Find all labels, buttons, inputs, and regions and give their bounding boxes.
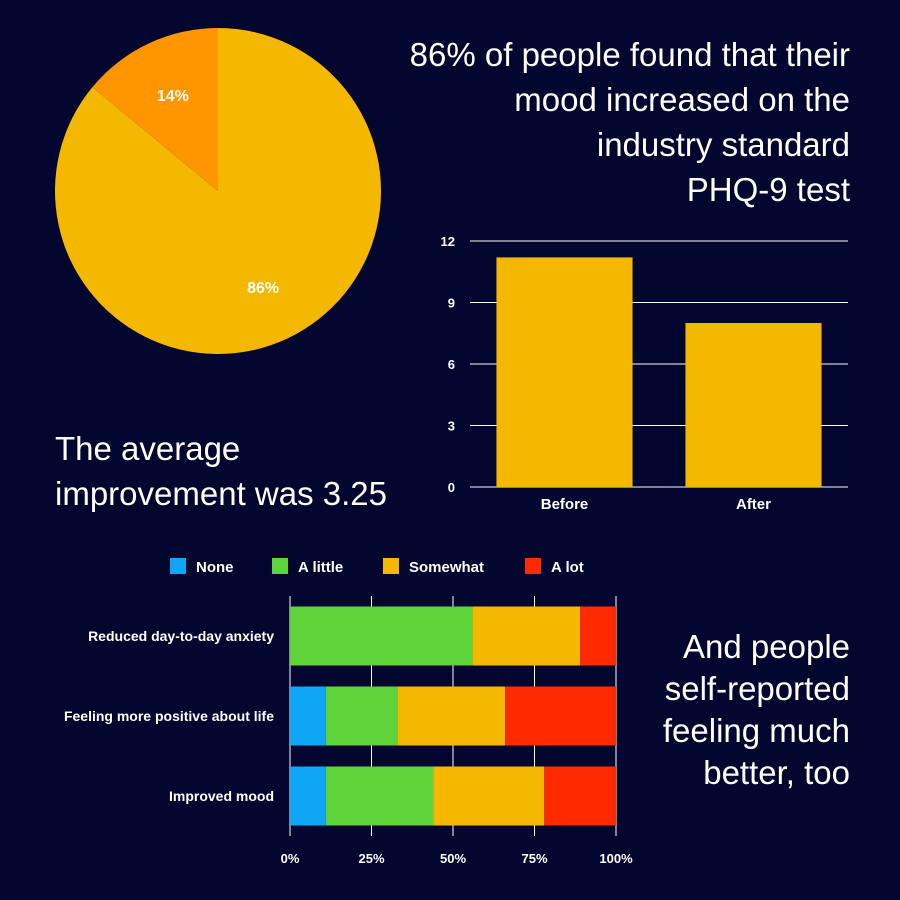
bar-segment <box>505 686 616 746</box>
y-category-label: Feeling more positive about life <box>64 708 274 724</box>
bar-segment <box>290 766 326 826</box>
legend-label: Somewhat <box>409 559 484 576</box>
y-category-label: Reduced day-to-day anxiety <box>88 628 274 644</box>
y-tick-label: 0 <box>448 480 455 495</box>
average-improvement-text: The average improvement was 3.25 <box>55 430 387 512</box>
pie-slice-label: 86% <box>247 280 279 297</box>
x-tick-label: 50% <box>440 851 466 866</box>
x-tick-label: 25% <box>358 851 384 866</box>
bar-segment <box>397 686 506 746</box>
bar-segment <box>433 766 545 826</box>
bar-segment <box>544 766 616 826</box>
self-report-text: And people self-reported feeling much be… <box>662 628 850 791</box>
bar-segment <box>290 606 473 666</box>
legend-swatch <box>170 558 186 574</box>
headline: 86% of people found that their mood incr… <box>409 36 850 208</box>
x-tick-label: 75% <box>521 851 547 866</box>
y-tick-label: 3 <box>448 419 455 434</box>
legend-swatch <box>525 558 541 574</box>
legend-label: None <box>196 559 234 576</box>
x-tick-label: Before <box>541 496 589 513</box>
bar-segment <box>472 606 581 666</box>
bar-segment <box>325 766 434 826</box>
x-tick-label: 100% <box>599 851 633 866</box>
y-tick-label: 12 <box>441 234 455 249</box>
legend-label: A lot <box>551 559 584 576</box>
legend-label: A little <box>298 559 343 576</box>
y-tick-label: 9 <box>448 296 455 311</box>
bar <box>496 257 633 487</box>
y-tick-label: 6 <box>448 357 455 372</box>
x-tick-label: After <box>736 496 771 513</box>
pie-slice <box>92 28 218 191</box>
legend-swatch <box>272 558 288 574</box>
bar-segment <box>290 686 326 746</box>
y-category-label: Improved mood <box>169 788 274 804</box>
pie-slice-label: 14% <box>157 88 189 105</box>
bar-segment <box>325 686 398 746</box>
bar-segment <box>580 606 616 666</box>
x-tick-label: 0% <box>281 851 300 866</box>
legend-swatch <box>383 558 399 574</box>
bar <box>685 323 822 487</box>
